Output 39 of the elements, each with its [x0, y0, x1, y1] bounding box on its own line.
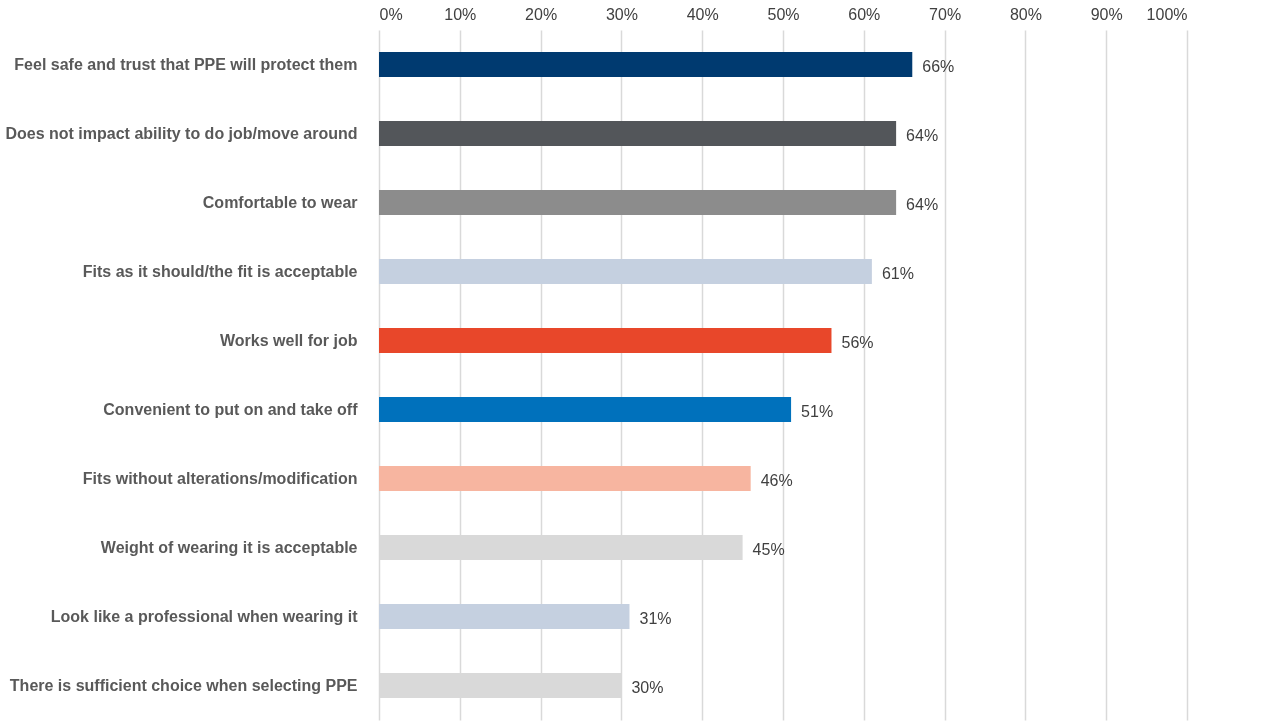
y-tick-label: Does not impact ability to do job/move around: [5, 124, 358, 142]
y-tick-label: Fits without alterations/modification: [82, 469, 358, 487]
x-tick-label: 50%: [767, 5, 800, 23]
x-tick-label: 90%: [1090, 5, 1123, 23]
data-label: 56%: [841, 333, 874, 351]
data-label: 51%: [801, 402, 834, 420]
data-label: 64%: [906, 195, 939, 213]
y-tick-label: Convenient to put on and take off: [103, 400, 359, 418]
y-tick-label: Comfortable to wear: [202, 193, 358, 211]
data-label: 46%: [760, 471, 793, 489]
bar: [379, 190, 897, 215]
data-label: 45%: [752, 540, 785, 558]
bar: [379, 121, 897, 146]
x-tick-label: 20%: [525, 5, 558, 23]
bar: [379, 52, 913, 77]
data-label: 61%: [881, 264, 914, 282]
y-tick-label: Works well for job: [220, 331, 358, 349]
x-tick-label: 40%: [686, 5, 719, 23]
y-tick-label: Weight of wearing it is acceptable: [100, 538, 358, 556]
y-tick-label: Fits as it should/the fit is acceptable: [82, 262, 358, 280]
bar: [379, 604, 630, 629]
bar: [379, 328, 832, 353]
bar: [379, 259, 872, 284]
x-tick-label: 70%: [929, 5, 962, 23]
bar: [379, 466, 751, 491]
data-label: 31%: [639, 609, 672, 627]
x-tick-label: 10%: [444, 5, 477, 23]
x-tick-label: 100%: [1146, 5, 1188, 23]
y-tick-label: Feel safe and trust that PPE will protect them: [14, 55, 358, 73]
bar: [379, 397, 792, 422]
data-label: 30%: [631, 678, 664, 696]
x-tick-label: 30%: [605, 5, 638, 23]
x-tick-label: 60%: [848, 5, 881, 23]
x-tick-label: 0%: [379, 5, 403, 23]
y-tick-label: There is sufficient choice when selecting PPE: [9, 676, 358, 694]
y-tick-label: Look like a professional when wearing it: [50, 607, 359, 625]
x-tick-label: 80%: [1009, 5, 1042, 23]
data-label: 66%: [922, 57, 955, 75]
data-label: 64%: [906, 126, 939, 144]
